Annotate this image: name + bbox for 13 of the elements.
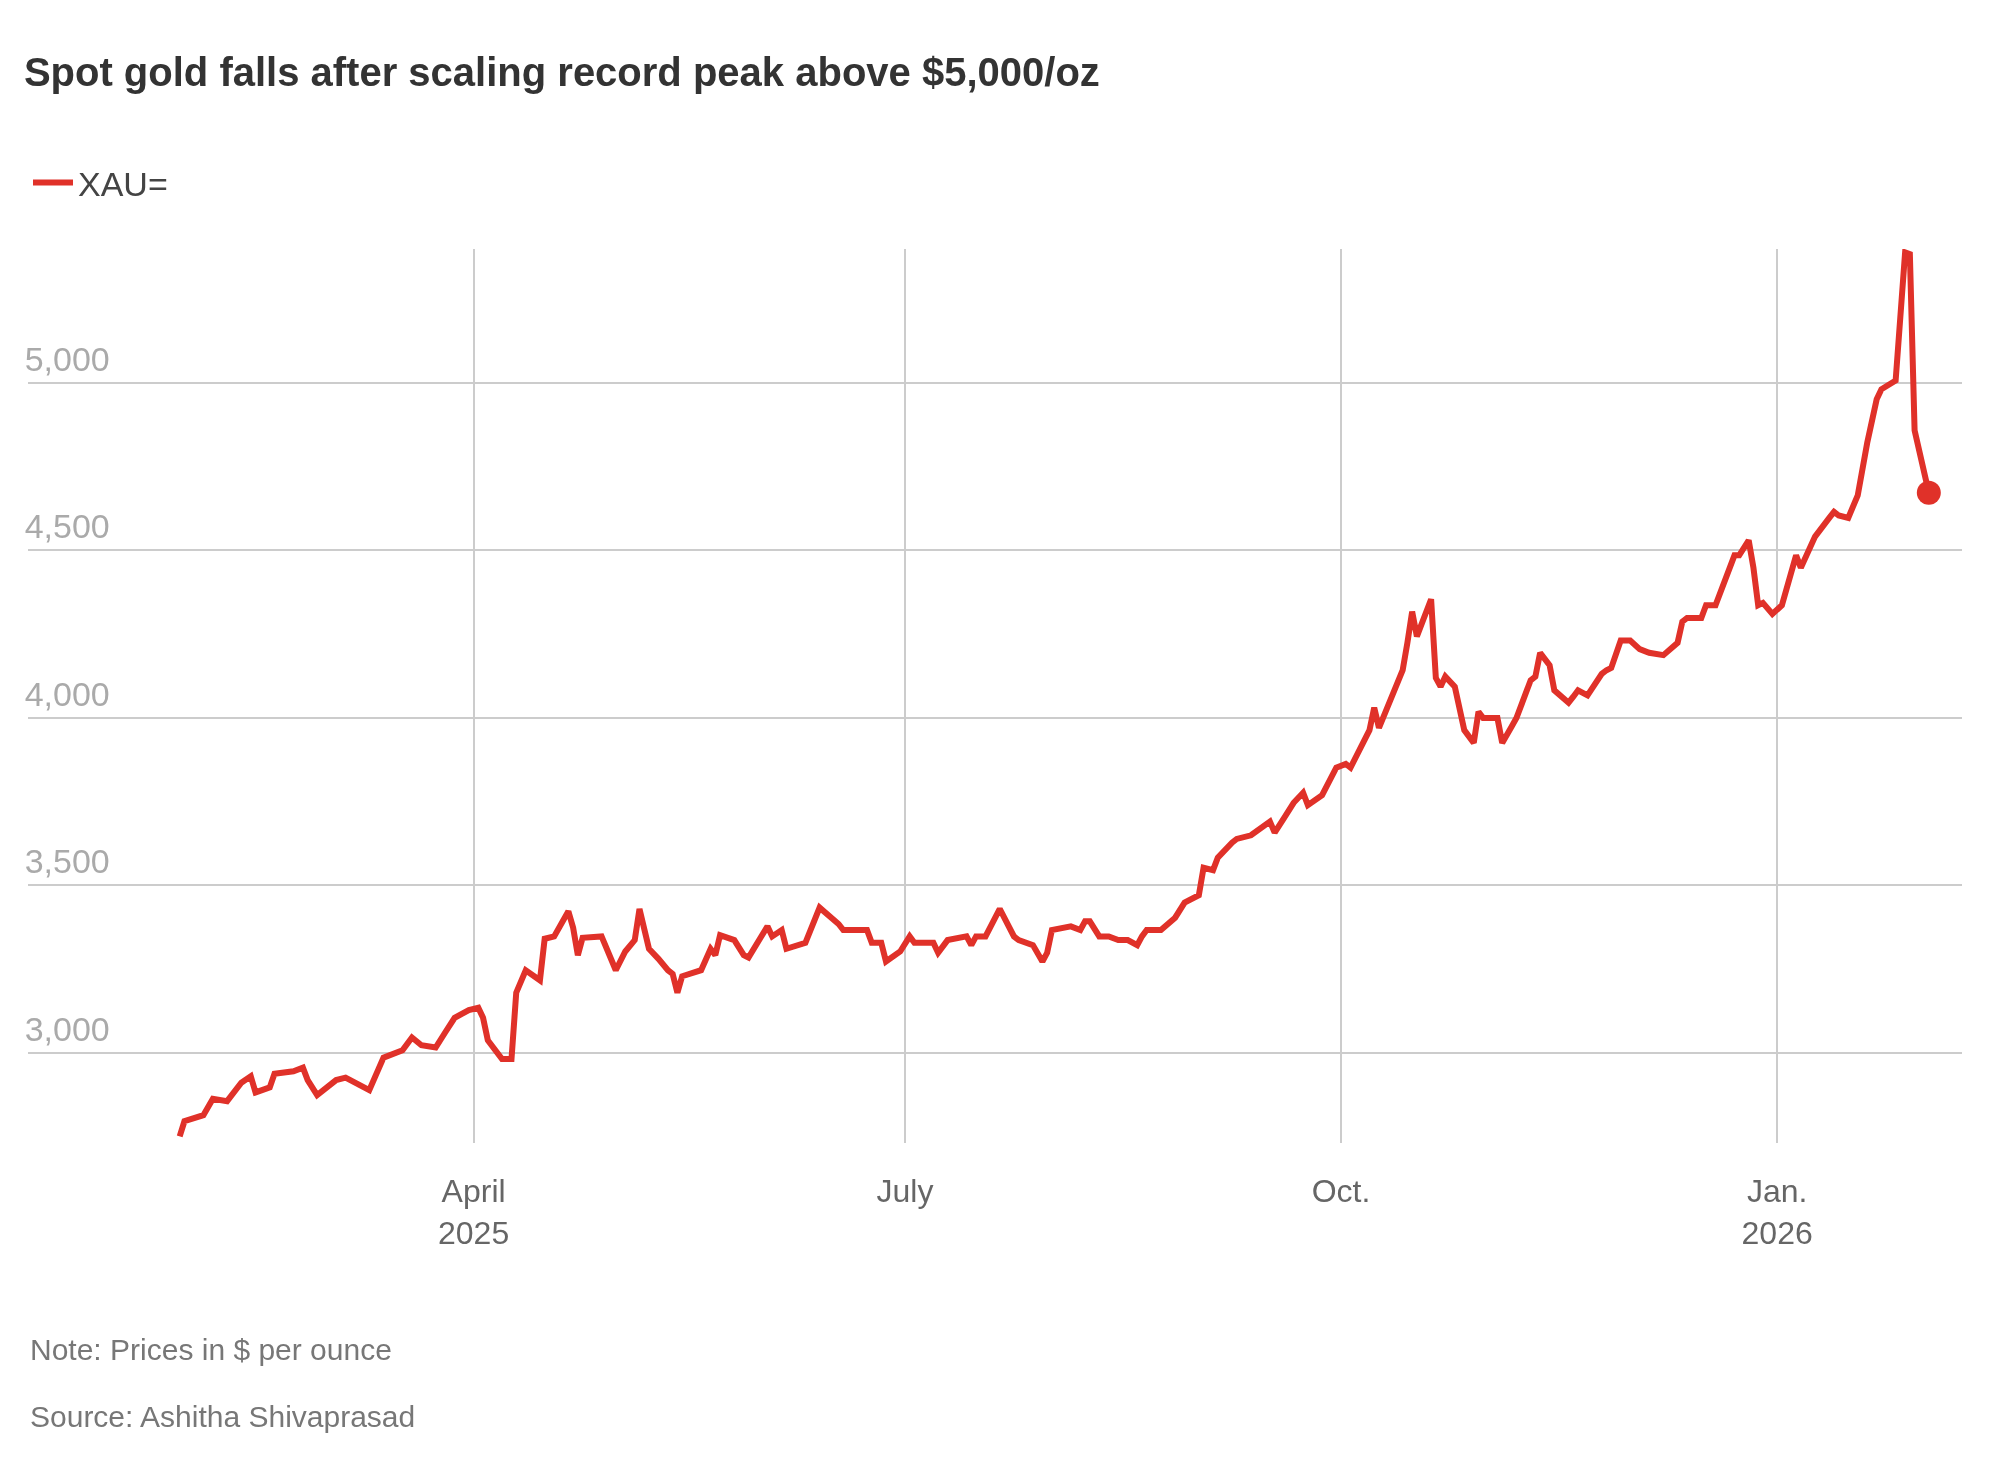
chart-title: Spot gold falls after scaling record peak above $5,000/oz: [23, 50, 1100, 94]
y-tick-label: 5,000: [24, 340, 110, 379]
x-tick-label: April 2025: [437, 1173, 510, 1251]
y-tick-label: 4,500: [24, 507, 110, 546]
legend-label: XAU=: [78, 164, 168, 203]
y-tick-label: 3,500: [24, 842, 110, 881]
source-note: Source: Ashitha Shivaprasad: [30, 1400, 416, 1433]
x-tick-label: July: [876, 1173, 934, 1210]
y-tick-label: 4,000: [24, 674, 110, 713]
y-tick-label: 3,000: [24, 1009, 110, 1048]
x-tick-label: Oct.: [1311, 1173, 1371, 1210]
text: Note: Prices in $ per ounce: [30, 1333, 392, 1366]
x-tick-label: Jan. 2026: [1741, 1173, 1813, 1251]
